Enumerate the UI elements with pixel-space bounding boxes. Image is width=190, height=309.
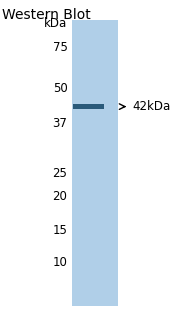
Text: 42kDa: 42kDa xyxy=(132,100,170,113)
Text: 37: 37 xyxy=(53,117,67,130)
Text: 10: 10 xyxy=(53,256,67,269)
Text: 15: 15 xyxy=(53,224,67,237)
Text: 50: 50 xyxy=(53,82,67,95)
Text: kDa: kDa xyxy=(44,17,67,30)
Text: 20: 20 xyxy=(53,190,67,203)
Text: 25: 25 xyxy=(53,167,67,180)
Bar xyxy=(73,104,104,109)
Text: Western Blot: Western Blot xyxy=(2,8,91,22)
Bar xyxy=(72,20,118,306)
Text: 75: 75 xyxy=(53,41,67,54)
